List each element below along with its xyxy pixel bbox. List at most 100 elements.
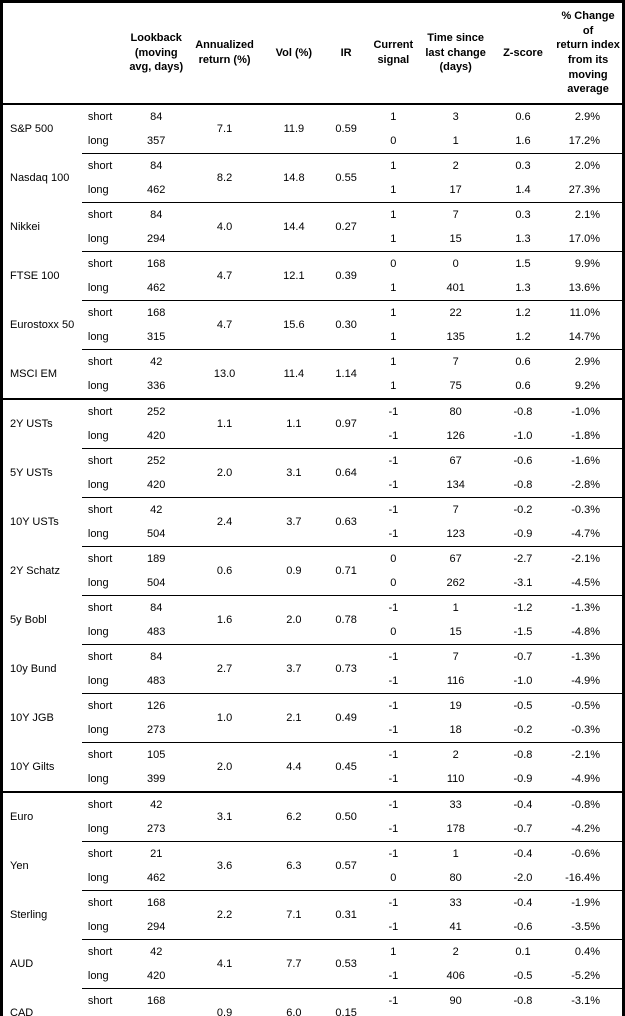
annualized-return-value: 2.4 (186, 497, 263, 547)
instrument-name: 2Y Schatz (10, 565, 60, 577)
zscore-value: -1.5 (513, 626, 533, 638)
zscore-value: 1.2 (491, 300, 555, 325)
time-since-value: 2 (419, 939, 492, 964)
instrument-name: Eurostoxx 50 (10, 319, 75, 331)
current-signal-value: 0 (367, 251, 420, 276)
pct-change-value: -3.1% (554, 988, 624, 1013)
ir-value: 0.27 (325, 202, 368, 252)
term-label: long (87, 872, 109, 884)
vol-value: 7.7 (262, 939, 326, 989)
zscore-value: -0.4 (491, 791, 555, 817)
term-label: short (81, 595, 127, 620)
pct-change-value: -4.7% (571, 528, 600, 540)
time-since-value: 401 (446, 282, 465, 294)
time-since-value: 3 (419, 103, 492, 129)
time-since-value: 75 (449, 380, 462, 392)
zscore-value: 1.2 (515, 331, 531, 343)
term-label: short (81, 300, 127, 325)
zscore-value: 1.3 (515, 282, 531, 294)
term-label: long (87, 430, 109, 442)
annualized-return-value: 1.6 (186, 595, 263, 645)
time-since-value: 110 (446, 773, 465, 785)
annualized-return-value: 1.1 (186, 398, 263, 449)
term-label: short (81, 202, 127, 227)
lookback-value: 315 (147, 331, 166, 343)
pct-change-value: 0.4% (554, 939, 624, 964)
current-signal-value: -1 (388, 479, 399, 491)
instrument-name: 5y Bobl (10, 614, 47, 626)
current-signal-value: -1 (367, 644, 420, 669)
pct-change-value: -4.9% (571, 773, 600, 785)
vol-value: 2.0 (262, 595, 326, 645)
pct-change-value: 2.0% (554, 153, 624, 178)
lookback-value: 168 (126, 988, 187, 1013)
table-header: Lookback (moving avg, days) Annualized r… (1, 1, 624, 105)
lookback-value: 84 (126, 153, 187, 178)
term-label: long (87, 675, 109, 687)
current-signal-value: -1 (367, 841, 420, 866)
term-label: short (81, 890, 127, 915)
annualized-return-value: 3.6 (186, 841, 263, 891)
annualized-return-value: 0.9 (186, 988, 263, 1016)
pct-change-value: -16.4% (565, 872, 600, 884)
current-signal-value: -1 (388, 970, 399, 982)
vol-value: 6.0 (262, 988, 326, 1016)
zscore-value: -2.0 (513, 872, 533, 884)
pct-change-value: -0.5% (554, 693, 624, 718)
lookback-value: 273 (147, 724, 166, 736)
time-since-value: 0 (419, 251, 492, 276)
lookback-value: 462 (147, 872, 166, 884)
pct-change-value: -2.1% (554, 546, 624, 571)
table-row: long 462 1 401 1.3 13.6% (2, 276, 624, 301)
vol-value: 4.4 (262, 742, 326, 792)
current-signal-value: 1 (390, 380, 397, 392)
time-since-value: 33 (419, 791, 492, 817)
time-since-value: 17 (449, 184, 462, 196)
vol-value: 15.6 (262, 300, 326, 350)
table-row: MSCI EM short 42 13.0 11.4 1.14 1 7 0.6 2.9% (2, 349, 624, 399)
time-since-value: 7 (419, 497, 492, 522)
pct-change-value: -1.8% (571, 430, 600, 442)
time-since-value: 1 (419, 841, 492, 866)
time-since-value: 116 (446, 675, 465, 687)
time-since-value: 7 (419, 349, 492, 374)
lookback-value: 84 (126, 202, 187, 227)
term-label: short (81, 841, 127, 866)
lookback-value: 504 (147, 577, 166, 589)
vol-value: 6.2 (262, 791, 326, 842)
table-row: CAD short 168 0.9 6.0 0.15 -1 90 -0.8 -3.1% (2, 988, 624, 1016)
term-label: short (81, 693, 127, 718)
pct-change-value: 14.7% (568, 331, 600, 343)
ir-value: 0.64 (325, 448, 368, 498)
term-label: short (81, 448, 127, 473)
vol-value: 3.7 (262, 497, 326, 547)
lookback-value: 42 (126, 791, 187, 817)
table-row: long 357 0 1 1.6 17.2% (2, 129, 624, 154)
zscore-value: 0.6 (491, 103, 555, 129)
current-signal-value: -1 (367, 595, 420, 620)
table-row: Yen short 21 3.6 6.3 0.57 -1 1 -0.4 -0.6% (2, 841, 624, 891)
annualized-return-value: 2.0 (186, 742, 263, 792)
time-since-value: 67 (419, 546, 492, 571)
table-row: Euro short 42 3.1 6.2 0.50 -1 33 -0.4 -0.8% (1, 791, 624, 842)
ir-value: 0.73 (325, 644, 368, 694)
time-since-value: 18 (449, 724, 462, 736)
term-label: short (81, 939, 127, 964)
current-signal-value: -1 (367, 988, 420, 1013)
pct-change-value: -0.6% (554, 841, 624, 866)
vol-value: 1.1 (262, 398, 326, 449)
ir-value: 0.63 (325, 497, 368, 547)
lookback-value: 336 (147, 380, 166, 392)
table-row: long 462 0 80 -2.0 -16.4% (2, 866, 624, 891)
current-signal-value: 0 (390, 872, 397, 884)
table-row: 10Y Gilts short 105 2.0 4.4 0.45 -1 2 -0.8 -2.1% (2, 742, 624, 792)
pct-change-value: -1.9% (554, 890, 624, 915)
term-label: short (81, 103, 127, 129)
zscore-value: 0.3 (491, 153, 555, 178)
ir-value: 0.31 (325, 890, 368, 940)
vol-value: 11.4 (262, 349, 326, 399)
instrument-name: Euro (1, 791, 82, 842)
pct-change-value: -5.2% (571, 970, 600, 982)
annualized-return-value: 3.1 (186, 791, 263, 842)
ir-value: 0.55 (325, 153, 368, 203)
